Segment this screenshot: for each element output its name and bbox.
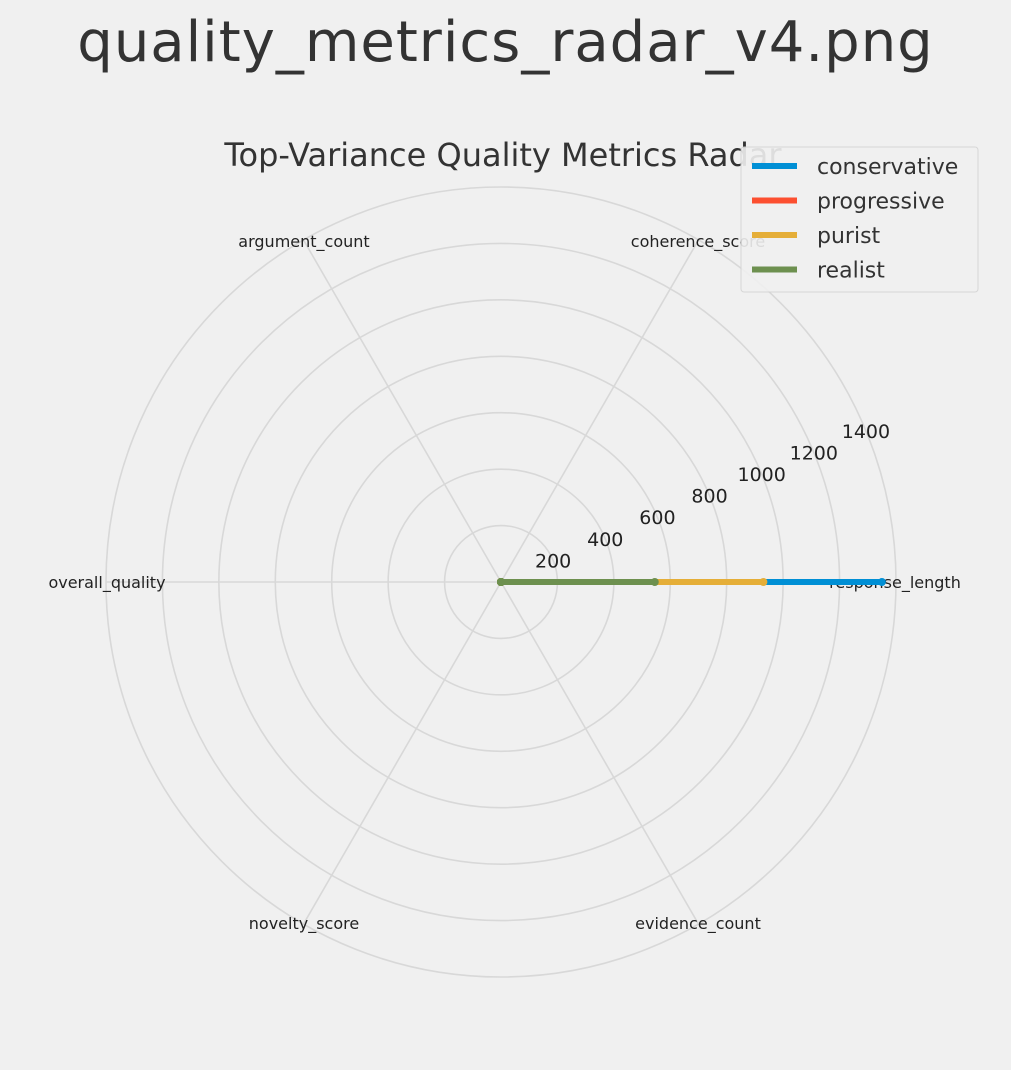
grid-spoke — [302, 239, 502, 583]
data-point-conservative — [877, 578, 886, 586]
tick-label: 1400 — [842, 421, 890, 443]
axis-label: response_length — [829, 573, 961, 593]
legend-frame — [740, 146, 979, 293]
chart-title: Top-Variance Quality Metrics Radar — [223, 136, 782, 174]
data-point-realist — [650, 578, 659, 586]
data-point-purist — [759, 578, 768, 586]
legend-label-progressive: progressive — [817, 190, 945, 215]
legend: conservative progressive purist realist — [740, 146, 979, 293]
axis-label: coherence_score — [631, 232, 765, 252]
grid-spoke — [500, 239, 700, 583]
axis-label: evidence_count — [635, 914, 761, 934]
grid-spoke — [302, 581, 502, 925]
tick-label: 1000 — [737, 464, 785, 486]
tick-label: 1200 — [790, 442, 838, 464]
axis-labels: response_length coherence_score argument_c… — [48, 232, 960, 934]
axis-label: novelty_score — [249, 914, 359, 934]
tick-label: 400 — [587, 529, 623, 551]
legend-label-purist: purist — [817, 224, 881, 249]
data-point-realist — [497, 578, 505, 586]
legend-label-conservative: conservative — [817, 155, 958, 180]
tick-label: 800 — [691, 486, 727, 508]
figure-title: quality_metrics_radar_v4.png — [77, 10, 934, 75]
series-lines — [497, 578, 886, 586]
grid-spoke — [500, 581, 700, 925]
axis-label: overall_quality — [48, 573, 165, 593]
tick-label: 200 — [535, 550, 571, 572]
tick-label: 600 — [639, 507, 675, 529]
legend-label-realist: realist — [817, 259, 885, 284]
axis-label: argument_count — [238, 232, 369, 252]
